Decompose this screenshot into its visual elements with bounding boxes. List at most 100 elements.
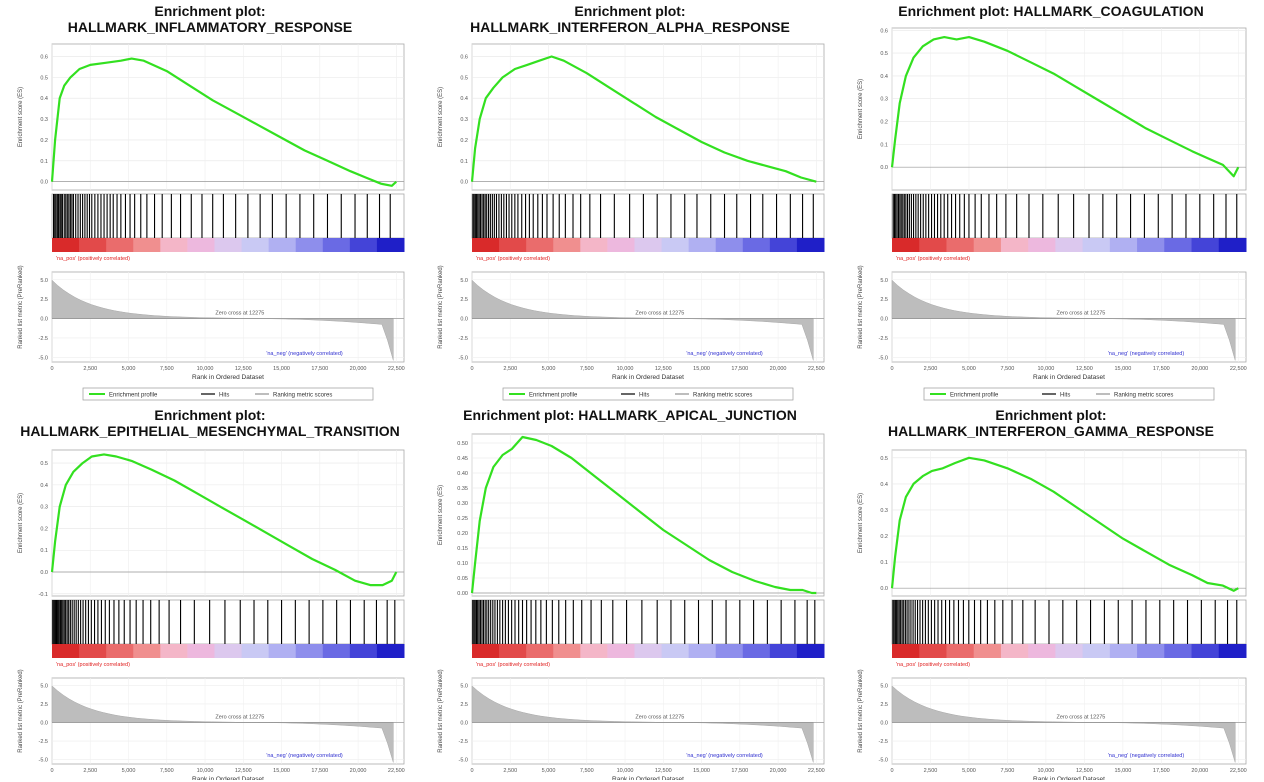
rank-color-segment <box>295 644 324 658</box>
rank-color-segment <box>796 644 825 658</box>
negative-correlation-label: 'na_neg' (negatively correlated) <box>686 753 763 759</box>
x-tick-label: 10,000 <box>197 366 214 372</box>
x-tick-label: 17,500 <box>731 366 748 372</box>
es-y-tick-label: 0.1 <box>880 560 888 566</box>
rank-y-tick-label: 2.5 <box>880 297 888 303</box>
rank-color-segment <box>580 644 608 658</box>
rank-color-segment <box>553 644 581 658</box>
rank-y-tick-label: -5.0 <box>879 355 888 361</box>
zero-cross-label: Zero cross at 12275 <box>215 714 264 720</box>
enrichment-profile-line <box>470 55 817 183</box>
x-tick-label: 20,000 <box>770 768 787 774</box>
rank-color-segment <box>322 644 351 658</box>
ranking-metric-area <box>471 279 814 361</box>
x-tick-label: 17,500 <box>311 768 328 774</box>
x-tick-label: 10,000 <box>617 768 634 774</box>
x-axis-label: Rank in Ordered Dataset <box>1033 776 1105 780</box>
zero-cross-label: Zero cross at 12275 <box>1056 311 1105 317</box>
x-tick-label: 17,500 <box>731 768 748 774</box>
hits-frame <box>891 193 1247 239</box>
rank-color-segment <box>634 238 663 252</box>
rank-color-segment <box>946 238 975 252</box>
rank-color-segment <box>973 238 1002 252</box>
rank-color-segment <box>499 238 527 252</box>
rank-color-segment <box>1000 238 1029 252</box>
plot-title-line: Enrichment plot: <box>154 3 265 19</box>
x-tick-label: 22,500 <box>808 366 825 372</box>
rank-y-tick-label: 2.5 <box>460 297 468 303</box>
es-y-tick-label: 0.30 <box>457 501 468 507</box>
rank-color-segment <box>688 644 717 658</box>
enrichment-profile-line <box>890 36 1240 178</box>
x-tick-label: 2,500 <box>924 768 938 774</box>
es-y-tick-label: 0.3 <box>40 505 48 511</box>
x-tick-label: 20,000 <box>350 366 367 372</box>
x-tick-label: 7,500 <box>1001 768 1015 774</box>
rank-color-segment <box>1109 238 1138 252</box>
x-tick-label: 22,500 <box>388 768 405 774</box>
es-y-tick-label: 0.3 <box>880 97 888 103</box>
rank-color-segment <box>946 644 975 658</box>
legend-metric-label: Ranking metric scores <box>273 393 332 399</box>
plot-title-line: Enrichment plot: <box>995 407 1106 423</box>
es-y-tick-label: 0.6 <box>880 28 888 34</box>
x-tick-label: 5,000 <box>962 366 976 372</box>
x-tick-label: 12,500 <box>235 366 252 372</box>
x-tick-label: 12,500 <box>655 768 672 774</box>
rank-y-tick-label: -2.5 <box>879 336 888 342</box>
es-y-tick-label: 0.2 <box>880 534 888 540</box>
rank-color-segment <box>241 238 270 252</box>
rank-y-axis-label: Ranked list metric (PreRanked) <box>858 669 864 752</box>
es-plot-frame <box>51 43 405 191</box>
es-y-tick-label: 0.2 <box>40 526 48 532</box>
es-y-tick-label: 0.1 <box>460 159 468 165</box>
x-tick-label: 5,000 <box>542 366 556 372</box>
rank-y-tick-label: 2.5 <box>40 702 48 708</box>
rank-color-segment <box>187 644 215 658</box>
x-tick-label: 10,000 <box>197 768 214 774</box>
es-y-tick-label: 0.0 <box>460 180 468 186</box>
rank-y-tick-label: 0.0 <box>460 720 468 726</box>
rank-color-segment <box>349 644 378 658</box>
rank-color-segment <box>973 644 1002 658</box>
enrichment-plot-panel: Enrichment plot: HALLMARK_INTERFERON_ALPH… <box>422 0 838 404</box>
es-y-tick-label: 0.35 <box>457 486 468 492</box>
x-tick-label: 15,000 <box>273 366 290 372</box>
rank-color-segment <box>526 238 554 252</box>
legend-metric-label: Ranking metric scores <box>1114 393 1173 399</box>
rank-color-segment <box>1109 644 1138 658</box>
es-y-tick-label: 0.20 <box>457 531 468 537</box>
negative-correlation-label: 'na_neg' (negatively correlated) <box>686 351 763 357</box>
hits-frame <box>51 599 405 645</box>
x-tick-label: 17,500 <box>1153 366 1170 372</box>
rank-color-segment <box>742 644 771 658</box>
rank-color-segment <box>1055 644 1084 658</box>
x-tick-label: 2,500 <box>83 366 97 372</box>
x-tick-label: 12,500 <box>1076 366 1093 372</box>
x-tick-label: 22,500 <box>1230 768 1247 774</box>
rank-y-axis-label: Ranked list metric (PreRanked) <box>18 265 24 348</box>
enrichment-plot-panel: Enrichment plot: HALLMARK_INFLAMMATORY_RE… <box>2 0 418 404</box>
x-tick-label: 12,500 <box>1076 768 1093 774</box>
x-tick-label: 10,000 <box>1037 366 1054 372</box>
rank-y-tick-label: 5.0 <box>40 683 48 689</box>
x-tick-label: 0 <box>890 366 893 372</box>
es-plot-frame <box>471 433 825 597</box>
plot-title-line: HALLMARK_EPITHELIAL_MESENCHYMAL_TRANSITI… <box>20 423 400 439</box>
es-y-tick-label: 0.5 <box>880 456 888 462</box>
enrichment-plot-panel: Enrichment plot: HALLMARK_INTERFERON_GAMM… <box>842 404 1260 780</box>
legend-box <box>502 387 794 401</box>
rank-color-segment <box>241 644 270 658</box>
rank-y-tick-label: 2.5 <box>880 702 888 708</box>
rank-color-segment <box>1055 238 1084 252</box>
negative-correlation-label: 'na_neg' (negatively correlated) <box>1108 753 1185 759</box>
rank-y-axis-label: Ranked list metric (PreRanked) <box>438 669 444 752</box>
x-tick-label: 12,500 <box>235 768 252 774</box>
rank-color-segment <box>1191 644 1220 658</box>
plot-title-line: Enrichment plot: <box>154 407 265 423</box>
rank-y-tick-label: 2.5 <box>460 702 468 708</box>
x-tick-label: 15,000 <box>1114 768 1131 774</box>
rank-color-segment <box>1137 644 1165 658</box>
x-tick-label: 15,000 <box>693 366 710 372</box>
positive-correlation-label: 'na_pos' (positively correlated) <box>896 256 970 262</box>
